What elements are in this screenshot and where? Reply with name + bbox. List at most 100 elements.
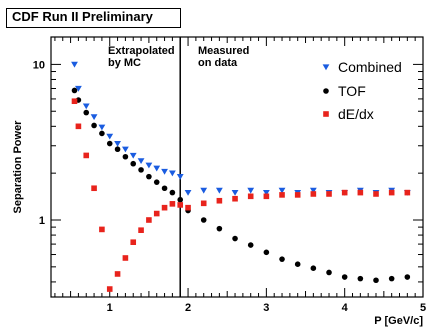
point-combined [106, 133, 114, 140]
point-combined [278, 187, 286, 194]
point-combined [145, 162, 153, 169]
point-combined [129, 152, 137, 159]
region-label: Measured [198, 45, 249, 57]
point-tof [71, 87, 78, 94]
point-de-dx [75, 123, 82, 130]
region-label: by MC [108, 57, 141, 69]
point-combined [231, 190, 239, 196]
point-combined [98, 124, 106, 131]
point-combined [75, 85, 82, 92]
point-de-dx [138, 227, 144, 233]
point-tof [294, 261, 301, 267]
point-combined [168, 170, 176, 177]
point-combined [247, 187, 255, 194]
y-tick-label: 1 [39, 215, 45, 227]
point-tof [83, 109, 90, 116]
point-de-dx [114, 271, 121, 277]
point-de-dx [169, 201, 176, 207]
point-tof [247, 242, 254, 248]
point-de-dx [177, 202, 184, 208]
point-combined [309, 187, 317, 194]
y-axis-title: Separation Power [12, 120, 24, 214]
plot-frame [50, 36, 424, 298]
point-de-dx [99, 226, 105, 233]
point-tof [91, 122, 97, 129]
point-tof [146, 173, 152, 180]
point-tof [310, 265, 317, 272]
point-combined [262, 190, 270, 196]
point-combined [90, 114, 98, 121]
legend-label-combined: Combined [338, 59, 402, 75]
point-tof [373, 277, 379, 284]
point-combined [114, 140, 121, 147]
legend-label-de-dx: dE/dx [338, 106, 374, 122]
x-tick-label: 3 [263, 302, 269, 314]
legend-marker-de-dx [323, 111, 329, 117]
point-de-dx [310, 191, 317, 197]
point-tof [216, 225, 223, 232]
x-tick-label: 5 [420, 302, 426, 314]
point-tof [122, 153, 129, 160]
point-de-dx [279, 192, 285, 198]
point-combined [71, 61, 78, 68]
point-de-dx [200, 200, 207, 207]
point-de-dx [130, 239, 137, 246]
point-combined [200, 187, 208, 194]
point-de-dx [106, 286, 113, 292]
point-de-dx [122, 255, 129, 261]
point-combined [122, 146, 129, 153]
y-tick-label: 10 [33, 59, 45, 71]
x-tick-label: 1 [107, 302, 113, 314]
point-de-dx [341, 189, 348, 196]
point-de-dx [357, 189, 364, 196]
point-tof [200, 217, 207, 223]
point-tof [341, 274, 348, 280]
point-de-dx [247, 193, 254, 200]
point-de-dx [83, 152, 90, 159]
point-de-dx [404, 189, 411, 196]
point-de-dx [216, 197, 223, 204]
region-label: on data [198, 57, 238, 69]
point-de-dx [161, 204, 168, 211]
legend-marker-combined [322, 64, 330, 71]
point-tof [232, 235, 238, 242]
point-combined [137, 158, 145, 165]
point-de-dx [388, 189, 395, 196]
point-combined [161, 168, 168, 175]
point-tof [99, 130, 105, 137]
point-tof [169, 189, 176, 196]
point-tof [106, 140, 113, 147]
legend-label-tof: TOF [338, 83, 366, 99]
point-tof [279, 256, 285, 262]
x-tick-label: 4 [342, 302, 349, 314]
point-tof [326, 269, 332, 276]
point-tof [153, 179, 160, 185]
point-tof [357, 275, 364, 282]
point-de-dx [146, 217, 152, 223]
x-tick-label: 2 [185, 302, 191, 314]
point-de-dx [373, 191, 379, 197]
point-combined [215, 187, 223, 194]
legend-marker-tof [323, 88, 329, 94]
point-combined [184, 190, 192, 196]
point-tof [404, 274, 411, 280]
point-de-dx [294, 192, 301, 198]
point-combined [82, 103, 90, 110]
point-de-dx [91, 185, 97, 192]
point-combined [153, 165, 161, 172]
point-tof [138, 167, 144, 173]
region-label: Extrapolated [108, 45, 175, 57]
point-de-dx [153, 210, 160, 217]
point-de-dx [71, 98, 78, 105]
point-tof [263, 249, 270, 256]
point-tof [161, 185, 168, 192]
banner-box [6, 8, 181, 28]
point-tof [130, 160, 137, 167]
banner-text: CDF Run II Preliminary [12, 9, 153, 24]
point-de-dx [326, 191, 332, 197]
point-tof [114, 146, 121, 153]
point-combined [176, 174, 184, 180]
point-de-dx [232, 195, 238, 202]
point-tof [177, 196, 184, 203]
